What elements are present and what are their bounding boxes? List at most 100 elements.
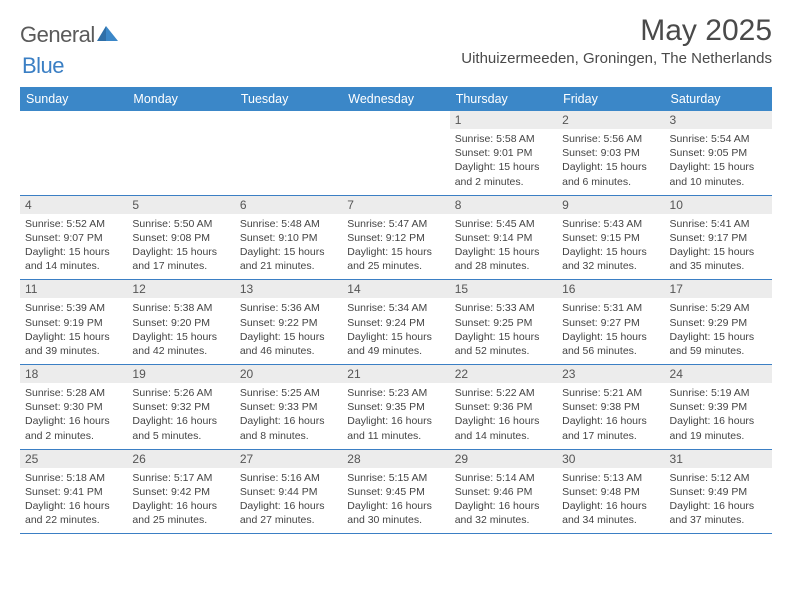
day-cell: 24Sunrise: 5:19 AMSunset: 9:39 PMDayligh… — [665, 365, 772, 450]
day-body: Sunrise: 5:34 AMSunset: 9:24 PMDaylight:… — [342, 298, 449, 364]
day-number: 12 — [127, 280, 234, 298]
daylight-text: Daylight: 15 hours and 32 minutes. — [562, 245, 659, 273]
sunrise-text: Sunrise: 5:16 AM — [240, 471, 337, 485]
day-body: Sunrise: 5:21 AMSunset: 9:38 PMDaylight:… — [557, 383, 664, 449]
sunrise-text: Sunrise: 5:54 AM — [670, 132, 767, 146]
sunset-text: Sunset: 9:27 PM — [562, 316, 659, 330]
day-body: Sunrise: 5:43 AMSunset: 9:15 PMDaylight:… — [557, 214, 664, 280]
sunrise-text: Sunrise: 5:14 AM — [455, 471, 552, 485]
day-cell: 3Sunrise: 5:54 AMSunset: 9:05 PMDaylight… — [665, 111, 772, 195]
day-cell: 19Sunrise: 5:26 AMSunset: 9:32 PMDayligh… — [127, 365, 234, 450]
day-number: 13 — [235, 280, 342, 298]
day-number: 30 — [557, 450, 664, 468]
day-cell: 16Sunrise: 5:31 AMSunset: 9:27 PMDayligh… — [557, 280, 664, 365]
day-cell: 21Sunrise: 5:23 AMSunset: 9:35 PMDayligh… — [342, 365, 449, 450]
daylight-text: Daylight: 15 hours and 39 minutes. — [25, 330, 122, 358]
sunset-text: Sunset: 9:17 PM — [670, 231, 767, 245]
sunrise-text: Sunrise: 5:33 AM — [455, 301, 552, 315]
sunset-text: Sunset: 9:10 PM — [240, 231, 337, 245]
daylight-text: Daylight: 15 hours and 56 minutes. — [562, 330, 659, 358]
day-cell — [235, 111, 342, 195]
day-number: 4 — [20, 196, 127, 214]
day-number: 11 — [20, 280, 127, 298]
sunrise-text: Sunrise: 5:25 AM — [240, 386, 337, 400]
sunset-text: Sunset: 9:25 PM — [455, 316, 552, 330]
sunset-text: Sunset: 9:22 PM — [240, 316, 337, 330]
day-number: 22 — [450, 365, 557, 383]
daylight-text: Daylight: 15 hours and 21 minutes. — [240, 245, 337, 273]
day-number: 15 — [450, 280, 557, 298]
sunrise-text: Sunrise: 5:18 AM — [25, 471, 122, 485]
weekday-sun: Sunday — [20, 87, 127, 111]
daylight-text: Daylight: 15 hours and 42 minutes. — [132, 330, 229, 358]
day-body: Sunrise: 5:58 AMSunset: 9:01 PMDaylight:… — [450, 129, 557, 195]
day-cell: 13Sunrise: 5:36 AMSunset: 9:22 PMDayligh… — [235, 280, 342, 365]
calendar-page: General May 2025 Uithuizermeeden, Gronin… — [0, 0, 792, 544]
day-body: Sunrise: 5:33 AMSunset: 9:25 PMDaylight:… — [450, 298, 557, 364]
day-cell: 8Sunrise: 5:45 AMSunset: 9:14 PMDaylight… — [450, 195, 557, 280]
calendar-week-row: 25Sunrise: 5:18 AMSunset: 9:41 PMDayligh… — [20, 449, 772, 534]
day-body: Sunrise: 5:38 AMSunset: 9:20 PMDaylight:… — [127, 298, 234, 364]
daylight-text: Daylight: 15 hours and 10 minutes. — [670, 160, 767, 188]
day-number: 14 — [342, 280, 449, 298]
day-cell: 26Sunrise: 5:17 AMSunset: 9:42 PMDayligh… — [127, 449, 234, 534]
day-cell: 14Sunrise: 5:34 AMSunset: 9:24 PMDayligh… — [342, 280, 449, 365]
logo: General — [20, 22, 119, 48]
day-cell: 7Sunrise: 5:47 AMSunset: 9:12 PMDaylight… — [342, 195, 449, 280]
sunset-text: Sunset: 9:24 PM — [347, 316, 444, 330]
day-cell: 27Sunrise: 5:16 AMSunset: 9:44 PMDayligh… — [235, 449, 342, 534]
day-number: 3 — [665, 111, 772, 129]
day-body: Sunrise: 5:28 AMSunset: 9:30 PMDaylight:… — [20, 383, 127, 449]
sunset-text: Sunset: 9:19 PM — [25, 316, 122, 330]
day-number: 6 — [235, 196, 342, 214]
day-cell: 31Sunrise: 5:12 AMSunset: 9:49 PMDayligh… — [665, 449, 772, 534]
sunrise-text: Sunrise: 5:29 AM — [670, 301, 767, 315]
day-body — [235, 129, 342, 185]
day-number: 19 — [127, 365, 234, 383]
sunset-text: Sunset: 9:08 PM — [132, 231, 229, 245]
day-body: Sunrise: 5:41 AMSunset: 9:17 PMDaylight:… — [665, 214, 772, 280]
daylight-text: Daylight: 16 hours and 19 minutes. — [670, 414, 767, 442]
day-cell: 4Sunrise: 5:52 AMSunset: 9:07 PMDaylight… — [20, 195, 127, 280]
sunrise-text: Sunrise: 5:12 AM — [670, 471, 767, 485]
day-body — [127, 129, 234, 185]
sunset-text: Sunset: 9:38 PM — [562, 400, 659, 414]
day-cell: 9Sunrise: 5:43 AMSunset: 9:15 PMDaylight… — [557, 195, 664, 280]
day-number: 26 — [127, 450, 234, 468]
logo-text-general: General — [20, 22, 95, 48]
day-cell — [342, 111, 449, 195]
daylight-text: Daylight: 15 hours and 28 minutes. — [455, 245, 552, 273]
daylight-text: Daylight: 16 hours and 2 minutes. — [25, 414, 122, 442]
calendar-table: Sunday Monday Tuesday Wednesday Thursday… — [20, 87, 772, 534]
sunset-text: Sunset: 9:12 PM — [347, 231, 444, 245]
daylight-text: Daylight: 15 hours and 25 minutes. — [347, 245, 444, 273]
day-body: Sunrise: 5:39 AMSunset: 9:19 PMDaylight:… — [20, 298, 127, 364]
sunset-text: Sunset: 9:01 PM — [455, 146, 552, 160]
sunrise-text: Sunrise: 5:50 AM — [132, 217, 229, 231]
day-cell: 28Sunrise: 5:15 AMSunset: 9:45 PMDayligh… — [342, 449, 449, 534]
daylight-text: Daylight: 16 hours and 37 minutes. — [670, 499, 767, 527]
sunset-text: Sunset: 9:07 PM — [25, 231, 122, 245]
sunset-text: Sunset: 9:45 PM — [347, 485, 444, 499]
sunrise-text: Sunrise: 5:47 AM — [347, 217, 444, 231]
day-cell: 5Sunrise: 5:50 AMSunset: 9:08 PMDaylight… — [127, 195, 234, 280]
sunrise-text: Sunrise: 5:19 AM — [670, 386, 767, 400]
sunset-text: Sunset: 9:30 PM — [25, 400, 122, 414]
calendar-week-row: 4Sunrise: 5:52 AMSunset: 9:07 PMDaylight… — [20, 195, 772, 280]
sunset-text: Sunset: 9:14 PM — [455, 231, 552, 245]
daylight-text: Daylight: 16 hours and 17 minutes. — [562, 414, 659, 442]
day-number: 27 — [235, 450, 342, 468]
day-cell: 18Sunrise: 5:28 AMSunset: 9:30 PMDayligh… — [20, 365, 127, 450]
sunset-text: Sunset: 9:29 PM — [670, 316, 767, 330]
weekday-tue: Tuesday — [235, 87, 342, 111]
day-body: Sunrise: 5:17 AMSunset: 9:42 PMDaylight:… — [127, 468, 234, 534]
daylight-text: Daylight: 16 hours and 32 minutes. — [455, 499, 552, 527]
day-cell — [20, 111, 127, 195]
daylight-text: Daylight: 16 hours and 27 minutes. — [240, 499, 337, 527]
weekday-sat: Saturday — [665, 87, 772, 111]
weekday-fri: Friday — [557, 87, 664, 111]
daylight-text: Daylight: 15 hours and 59 minutes. — [670, 330, 767, 358]
sunset-text: Sunset: 9:33 PM — [240, 400, 337, 414]
daylight-text: Daylight: 16 hours and 5 minutes. — [132, 414, 229, 442]
daylight-text: Daylight: 16 hours and 34 minutes. — [562, 499, 659, 527]
